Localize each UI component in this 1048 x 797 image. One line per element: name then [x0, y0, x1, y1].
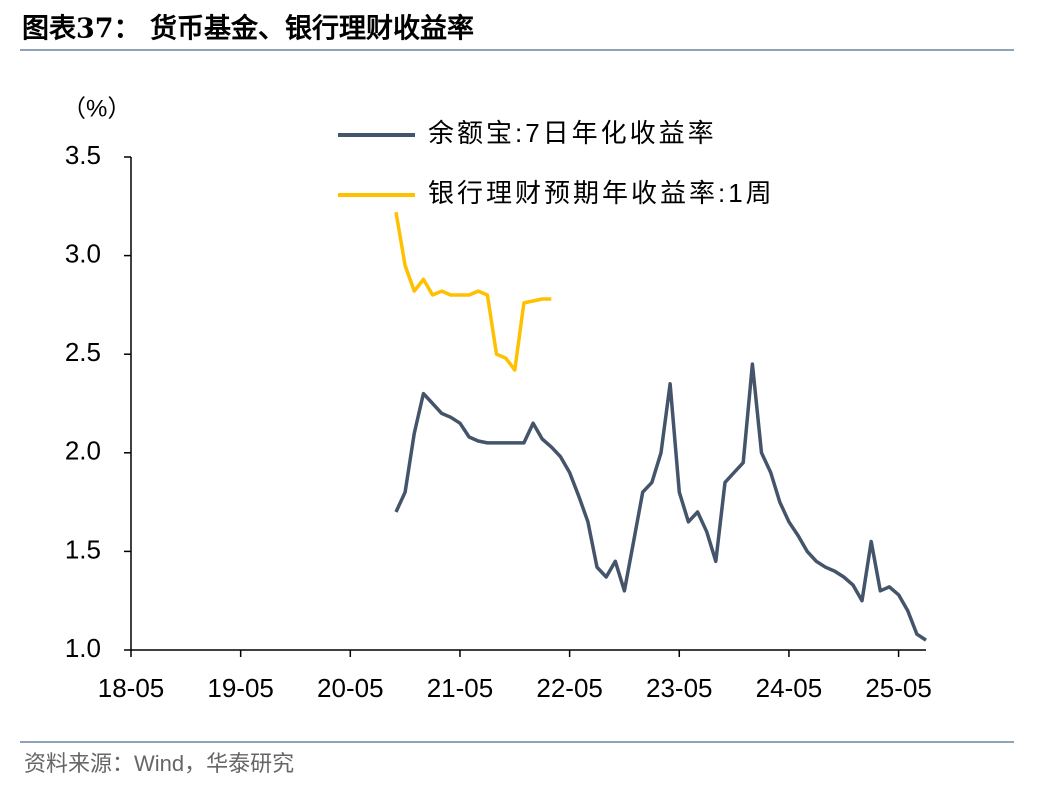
x-tick-label: 20-05	[317, 673, 384, 703]
series-line	[394, 211, 552, 372]
y-axis-label: （%）	[62, 95, 131, 122]
x-tick-label: 18-05	[98, 673, 165, 703]
y-tick-label: 1.5	[65, 534, 101, 564]
y-tick-label: 2.5	[65, 337, 101, 367]
x-tick-label: 21-05	[427, 673, 494, 703]
y-tick-label: 2.0	[65, 436, 101, 466]
source-note: 资料来源：Wind，华泰研究	[24, 751, 294, 776]
y-tick-label: 3.0	[65, 238, 101, 268]
y-tick-label: 3.5	[65, 140, 101, 170]
x-tick-label: 23-05	[646, 673, 713, 703]
x-tick-label: 24-05	[756, 673, 823, 703]
x-tick-label: 25-05	[865, 673, 932, 703]
chart-title: 图表37： 货币基金、银行理财收益率	[22, 13, 474, 45]
legend-label: 银行理财预期年收益率:1周	[428, 178, 775, 208]
x-tick-label: 19-05	[207, 673, 274, 703]
y-tick-label: 1.0	[65, 633, 101, 663]
x-tick-label: 22-05	[536, 673, 603, 703]
legend-label: 余额宝:7日年化收益率	[428, 118, 717, 148]
series-line	[394, 362, 927, 642]
